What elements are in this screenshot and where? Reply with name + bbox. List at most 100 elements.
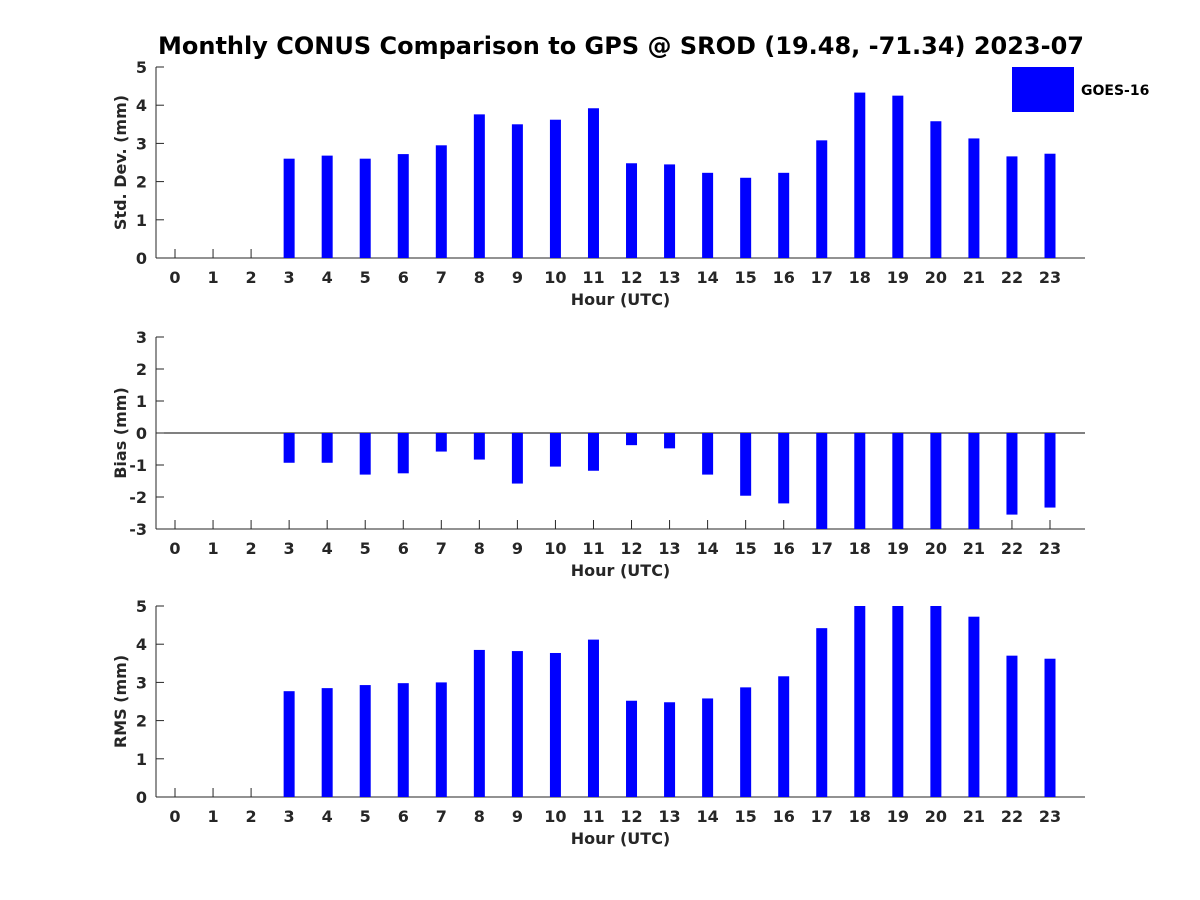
x-axis-label-rms: Hour (UTC) — [571, 829, 671, 848]
x-tick-label-rms: 20 — [925, 807, 947, 826]
x-tick-label-rms: 8 — [474, 807, 485, 826]
x-tick-label-stddev: 12 — [620, 268, 642, 287]
bar-bias-hour-19 — [892, 433, 904, 529]
y-tick-label-stddev: 1 — [136, 211, 147, 230]
y-tick-label-stddev: 2 — [136, 173, 147, 192]
bar-rms-hour-4 — [321, 688, 333, 797]
x-tick-label-stddev: 2 — [246, 268, 257, 287]
x-tick-label-stddev: 17 — [811, 268, 833, 287]
x-tick-label-bias: 19 — [887, 539, 909, 558]
bar-rms-hour-15 — [740, 687, 752, 797]
x-tick-label-bias: 21 — [963, 539, 985, 558]
x-tick-label-bias: 4 — [322, 539, 333, 558]
x-tick-label-rms: 5 — [360, 807, 371, 826]
bar-stddev-hour-15 — [740, 177, 752, 258]
x-tick-label-bias: 17 — [811, 539, 833, 558]
bar-bias-hour-12 — [626, 433, 638, 446]
x-tick-label-bias: 12 — [620, 539, 642, 558]
y-tick-label-rms: 5 — [136, 597, 147, 616]
x-tick-label-stddev: 18 — [849, 268, 871, 287]
x-tick-label-stddev: 19 — [887, 268, 909, 287]
x-tick-label-stddev: 16 — [773, 268, 795, 287]
bar-bias-hour-20 — [930, 433, 942, 529]
x-tick-label-rms: 6 — [398, 807, 409, 826]
x-tick-label-stddev: 11 — [582, 268, 604, 287]
y-axis-label-bias: Bias (mm) — [111, 387, 130, 479]
x-tick-label-stddev: 1 — [207, 268, 218, 287]
bar-stddev-hour-21 — [968, 138, 980, 258]
x-axis-label-bias: Hour (UTC) — [571, 561, 671, 580]
x-tick-label-bias: 10 — [544, 539, 566, 558]
bar-rms-hour-22 — [1006, 655, 1018, 797]
bar-rms-hour-12 — [626, 700, 638, 797]
y-tick-label-stddev: 3 — [136, 134, 147, 153]
x-tick-label-stddev: 0 — [169, 268, 180, 287]
x-tick-label-stddev: 23 — [1039, 268, 1061, 287]
bar-bias-hour-22 — [1006, 433, 1018, 515]
bar-rms-hour-5 — [359, 685, 371, 797]
x-tick-label-stddev: 3 — [284, 268, 295, 287]
bar-rms-hour-6 — [397, 683, 409, 797]
y-tick-label-bias: -2 — [129, 488, 147, 507]
y-tick-label-stddev: 4 — [136, 96, 147, 115]
x-tick-label-rms: 14 — [696, 807, 718, 826]
x-tick-label-rms: 11 — [582, 807, 604, 826]
x-tick-label-stddev: 6 — [398, 268, 409, 287]
bar-rms-hour-19 — [892, 606, 904, 797]
y-tick-label-rms: 0 — [136, 788, 147, 807]
bar-bias-hour-4 — [321, 433, 333, 463]
y-tick-label-stddev: 5 — [136, 58, 147, 77]
x-tick-label-bias: 5 — [360, 539, 371, 558]
bar-bias-hour-16 — [778, 433, 790, 504]
bar-bias-hour-11 — [587, 433, 599, 471]
x-tick-label-stddev: 13 — [658, 268, 680, 287]
bar-stddev-hour-19 — [892, 95, 904, 259]
bar-rms-hour-13 — [664, 702, 676, 797]
bar-stddev-hour-14 — [702, 172, 714, 258]
x-tick-label-bias: 16 — [773, 539, 795, 558]
bar-rms-hour-11 — [587, 639, 599, 797]
bar-bias-hour-17 — [816, 433, 828, 529]
x-tick-label-bias: 22 — [1001, 539, 1023, 558]
x-tick-label-rms: 13 — [658, 807, 680, 826]
y-tick-label-bias: -1 — [129, 456, 147, 475]
bar-bias-hour-6 — [397, 433, 409, 474]
bar-stddev-hour-3 — [283, 158, 295, 258]
x-tick-label-rms: 21 — [963, 807, 985, 826]
bar-stddev-hour-13 — [664, 164, 676, 258]
x-tick-label-rms: 16 — [773, 807, 795, 826]
legend-swatch-goes-16 — [1012, 67, 1074, 112]
x-tick-label-stddev: 5 — [360, 268, 371, 287]
x-tick-label-bias: 11 — [582, 539, 604, 558]
bar-stddev-hour-18 — [854, 92, 866, 259]
bar-rms-hour-18 — [854, 606, 866, 797]
x-tick-label-rms: 2 — [246, 807, 257, 826]
bar-bias-hour-13 — [664, 433, 676, 449]
bar-stddev-hour-20 — [930, 121, 942, 258]
y-tick-label-bias: 0 — [136, 424, 147, 443]
bar-rms-hour-10 — [549, 652, 561, 797]
x-tick-label-stddev: 22 — [1001, 268, 1023, 287]
bar-stddev-hour-7 — [435, 145, 447, 258]
bar-stddev-hour-5 — [359, 158, 371, 258]
x-tick-label-stddev: 14 — [696, 268, 718, 287]
x-tick-label-bias: 8 — [474, 539, 485, 558]
x-tick-label-rms: 1 — [207, 807, 218, 826]
bar-bias-hour-9 — [511, 433, 523, 484]
bar-bias-hour-8 — [473, 433, 485, 460]
y-axis-label-rms: RMS (mm) — [111, 655, 130, 748]
x-tick-label-bias: 1 — [207, 539, 218, 558]
bar-stddev-hour-6 — [397, 154, 409, 258]
x-tick-label-rms: 23 — [1039, 807, 1061, 826]
y-tick-label-bias: -3 — [129, 520, 147, 539]
x-tick-label-bias: 0 — [169, 539, 180, 558]
bar-rms-hour-21 — [968, 616, 980, 797]
bar-stddev-hour-17 — [816, 140, 828, 258]
x-tick-label-stddev: 7 — [436, 268, 447, 287]
x-tick-label-stddev: 9 — [512, 268, 523, 287]
x-tick-label-rms: 17 — [811, 807, 833, 826]
bar-stddev-hour-22 — [1006, 156, 1018, 258]
